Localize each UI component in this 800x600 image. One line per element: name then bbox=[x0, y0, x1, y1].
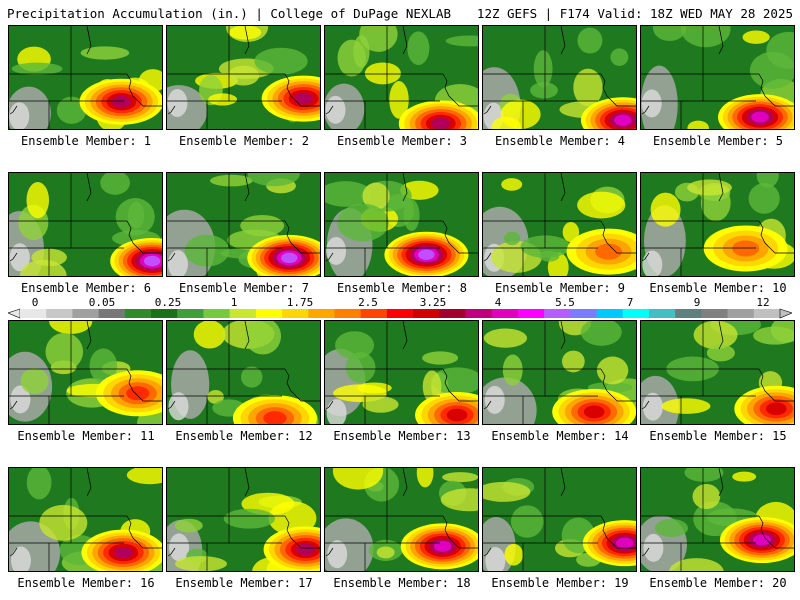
colorbar-swatch bbox=[413, 309, 440, 318]
colorbar-swatch bbox=[124, 309, 152, 318]
member-map-panel bbox=[166, 320, 321, 425]
colorbar-swatch bbox=[282, 309, 309, 318]
colorbar-left-arrow bbox=[8, 308, 21, 319]
colorbar-swatch bbox=[98, 309, 126, 318]
colorbar-tick-label: 9 bbox=[693, 296, 701, 309]
colorbar-swatch bbox=[701, 309, 729, 318]
colorbar-swatch bbox=[386, 309, 414, 318]
member-label: Ensemble Member: 9 bbox=[494, 281, 626, 295]
member-map-panel bbox=[640, 172, 795, 277]
colorbar-swatch bbox=[72, 309, 100, 318]
member-map-panel bbox=[640, 467, 795, 572]
colorbar-swatch bbox=[255, 309, 283, 318]
member-map-panel bbox=[482, 467, 637, 572]
member-label: Ensemble Member: 15 bbox=[649, 429, 787, 443]
product-title: Precipitation Accumulation (in.) | Colle… bbox=[7, 6, 452, 21]
colorbar-swatch bbox=[177, 309, 204, 318]
member-label: Ensemble Member: 8 bbox=[336, 281, 468, 295]
member-label: Ensemble Member: 14 bbox=[491, 429, 629, 443]
member-label: Ensemble Member: 6 bbox=[20, 281, 152, 295]
colorbar-tick-label: 7 bbox=[626, 296, 634, 309]
colorbar-swatch bbox=[203, 309, 231, 318]
member-map-panel bbox=[482, 320, 637, 425]
colorbar-tick-label: 12 bbox=[756, 296, 770, 309]
member-map-panel bbox=[640, 25, 795, 130]
member-map-panel bbox=[8, 320, 163, 425]
colorbar-right-arrow bbox=[779, 308, 792, 319]
member-label: Ensemble Member: 1 bbox=[20, 134, 152, 148]
colorbar-tick-label: 3.25 bbox=[419, 296, 447, 309]
colorbar-swatch bbox=[727, 309, 755, 318]
member-map-panel bbox=[640, 320, 795, 425]
member-map-panel bbox=[324, 172, 479, 277]
colorbar-swatch bbox=[465, 309, 493, 318]
member-label: Ensemble Member: 3 bbox=[336, 134, 468, 148]
member-label: Ensemble Member: 13 bbox=[333, 429, 471, 443]
colorbar-tick-label: 0.05 bbox=[88, 296, 116, 309]
colorbar-swatch bbox=[675, 309, 702, 318]
header: Precipitation Accumulation (in.) | Colle… bbox=[0, 0, 800, 24]
colorbar-tick-label: 5.5 bbox=[555, 296, 575, 309]
colorbar-swatch bbox=[360, 309, 388, 318]
colorbar-swatch bbox=[491, 309, 519, 318]
colorbar-tick-label: 4 bbox=[494, 296, 502, 309]
member-map-panel bbox=[8, 467, 163, 572]
member-map-panel bbox=[166, 172, 321, 277]
member-label: Ensemble Member: 12 bbox=[175, 429, 313, 443]
colorbar-swatch bbox=[308, 309, 335, 318]
member-map-panel bbox=[8, 172, 163, 277]
member-map-panel bbox=[324, 25, 479, 130]
member-map-panel bbox=[482, 25, 637, 130]
colorbar-swatch bbox=[439, 309, 467, 318]
member-map-panel bbox=[482, 172, 637, 277]
member-map-panel bbox=[324, 320, 479, 425]
member-label: Ensemble Member: 20 bbox=[649, 576, 787, 590]
colorbar-swatch bbox=[648, 309, 676, 318]
member-label: Ensemble Member: 19 bbox=[491, 576, 629, 590]
colorbar-tick-label: 1.75 bbox=[286, 296, 314, 309]
colorbar-swatch bbox=[229, 309, 257, 318]
member-label: Ensemble Member: 2 bbox=[178, 134, 310, 148]
colorbar-swatch bbox=[334, 309, 362, 318]
colorbar-legend: 0 0.05 0.25 1 1.75 2.5 3.25 4 5.5 7 9 12 bbox=[8, 296, 792, 320]
colorbar-tick-label: 2.5 bbox=[358, 296, 378, 309]
model-run-title: 12Z GEFS | F174 Valid: 18Z WED MAY 28 20… bbox=[476, 6, 793, 21]
member-label: Ensemble Member: 18 bbox=[333, 576, 471, 590]
member-label: Ensemble Member: 17 bbox=[175, 576, 313, 590]
colorbar-swatch bbox=[151, 309, 178, 318]
member-map-panel bbox=[8, 25, 163, 130]
colorbar-swatch bbox=[622, 309, 650, 318]
member-label: Ensemble Member: 16 bbox=[17, 576, 155, 590]
member-label: Ensemble Member: 11 bbox=[17, 429, 155, 443]
member-label: Ensemble Member: 4 bbox=[494, 134, 626, 148]
colorbar-swatch bbox=[46, 309, 73, 318]
member-label: Ensemble Member: 5 bbox=[652, 134, 784, 148]
member-label: Ensemble Member: 7 bbox=[178, 281, 310, 295]
colorbar-tick-label: 1 bbox=[230, 296, 238, 309]
member-map-panel bbox=[166, 467, 321, 572]
colorbar-swatch bbox=[544, 309, 571, 318]
colorbar-swatch bbox=[753, 309, 781, 318]
member-map-panel bbox=[324, 467, 479, 572]
member-map-panel bbox=[166, 25, 321, 130]
colorbar-tick-label: 0.25 bbox=[154, 296, 182, 309]
colorbar-swatch bbox=[20, 309, 47, 318]
member-label: Ensemble Member: 10 bbox=[649, 281, 787, 295]
colorbar-tick-label: 0 bbox=[31, 296, 39, 309]
colorbar-swatch bbox=[596, 309, 624, 318]
colorbar-bar bbox=[8, 308, 792, 319]
colorbar-swatch bbox=[570, 309, 598, 318]
colorbar-swatch bbox=[517, 309, 545, 318]
